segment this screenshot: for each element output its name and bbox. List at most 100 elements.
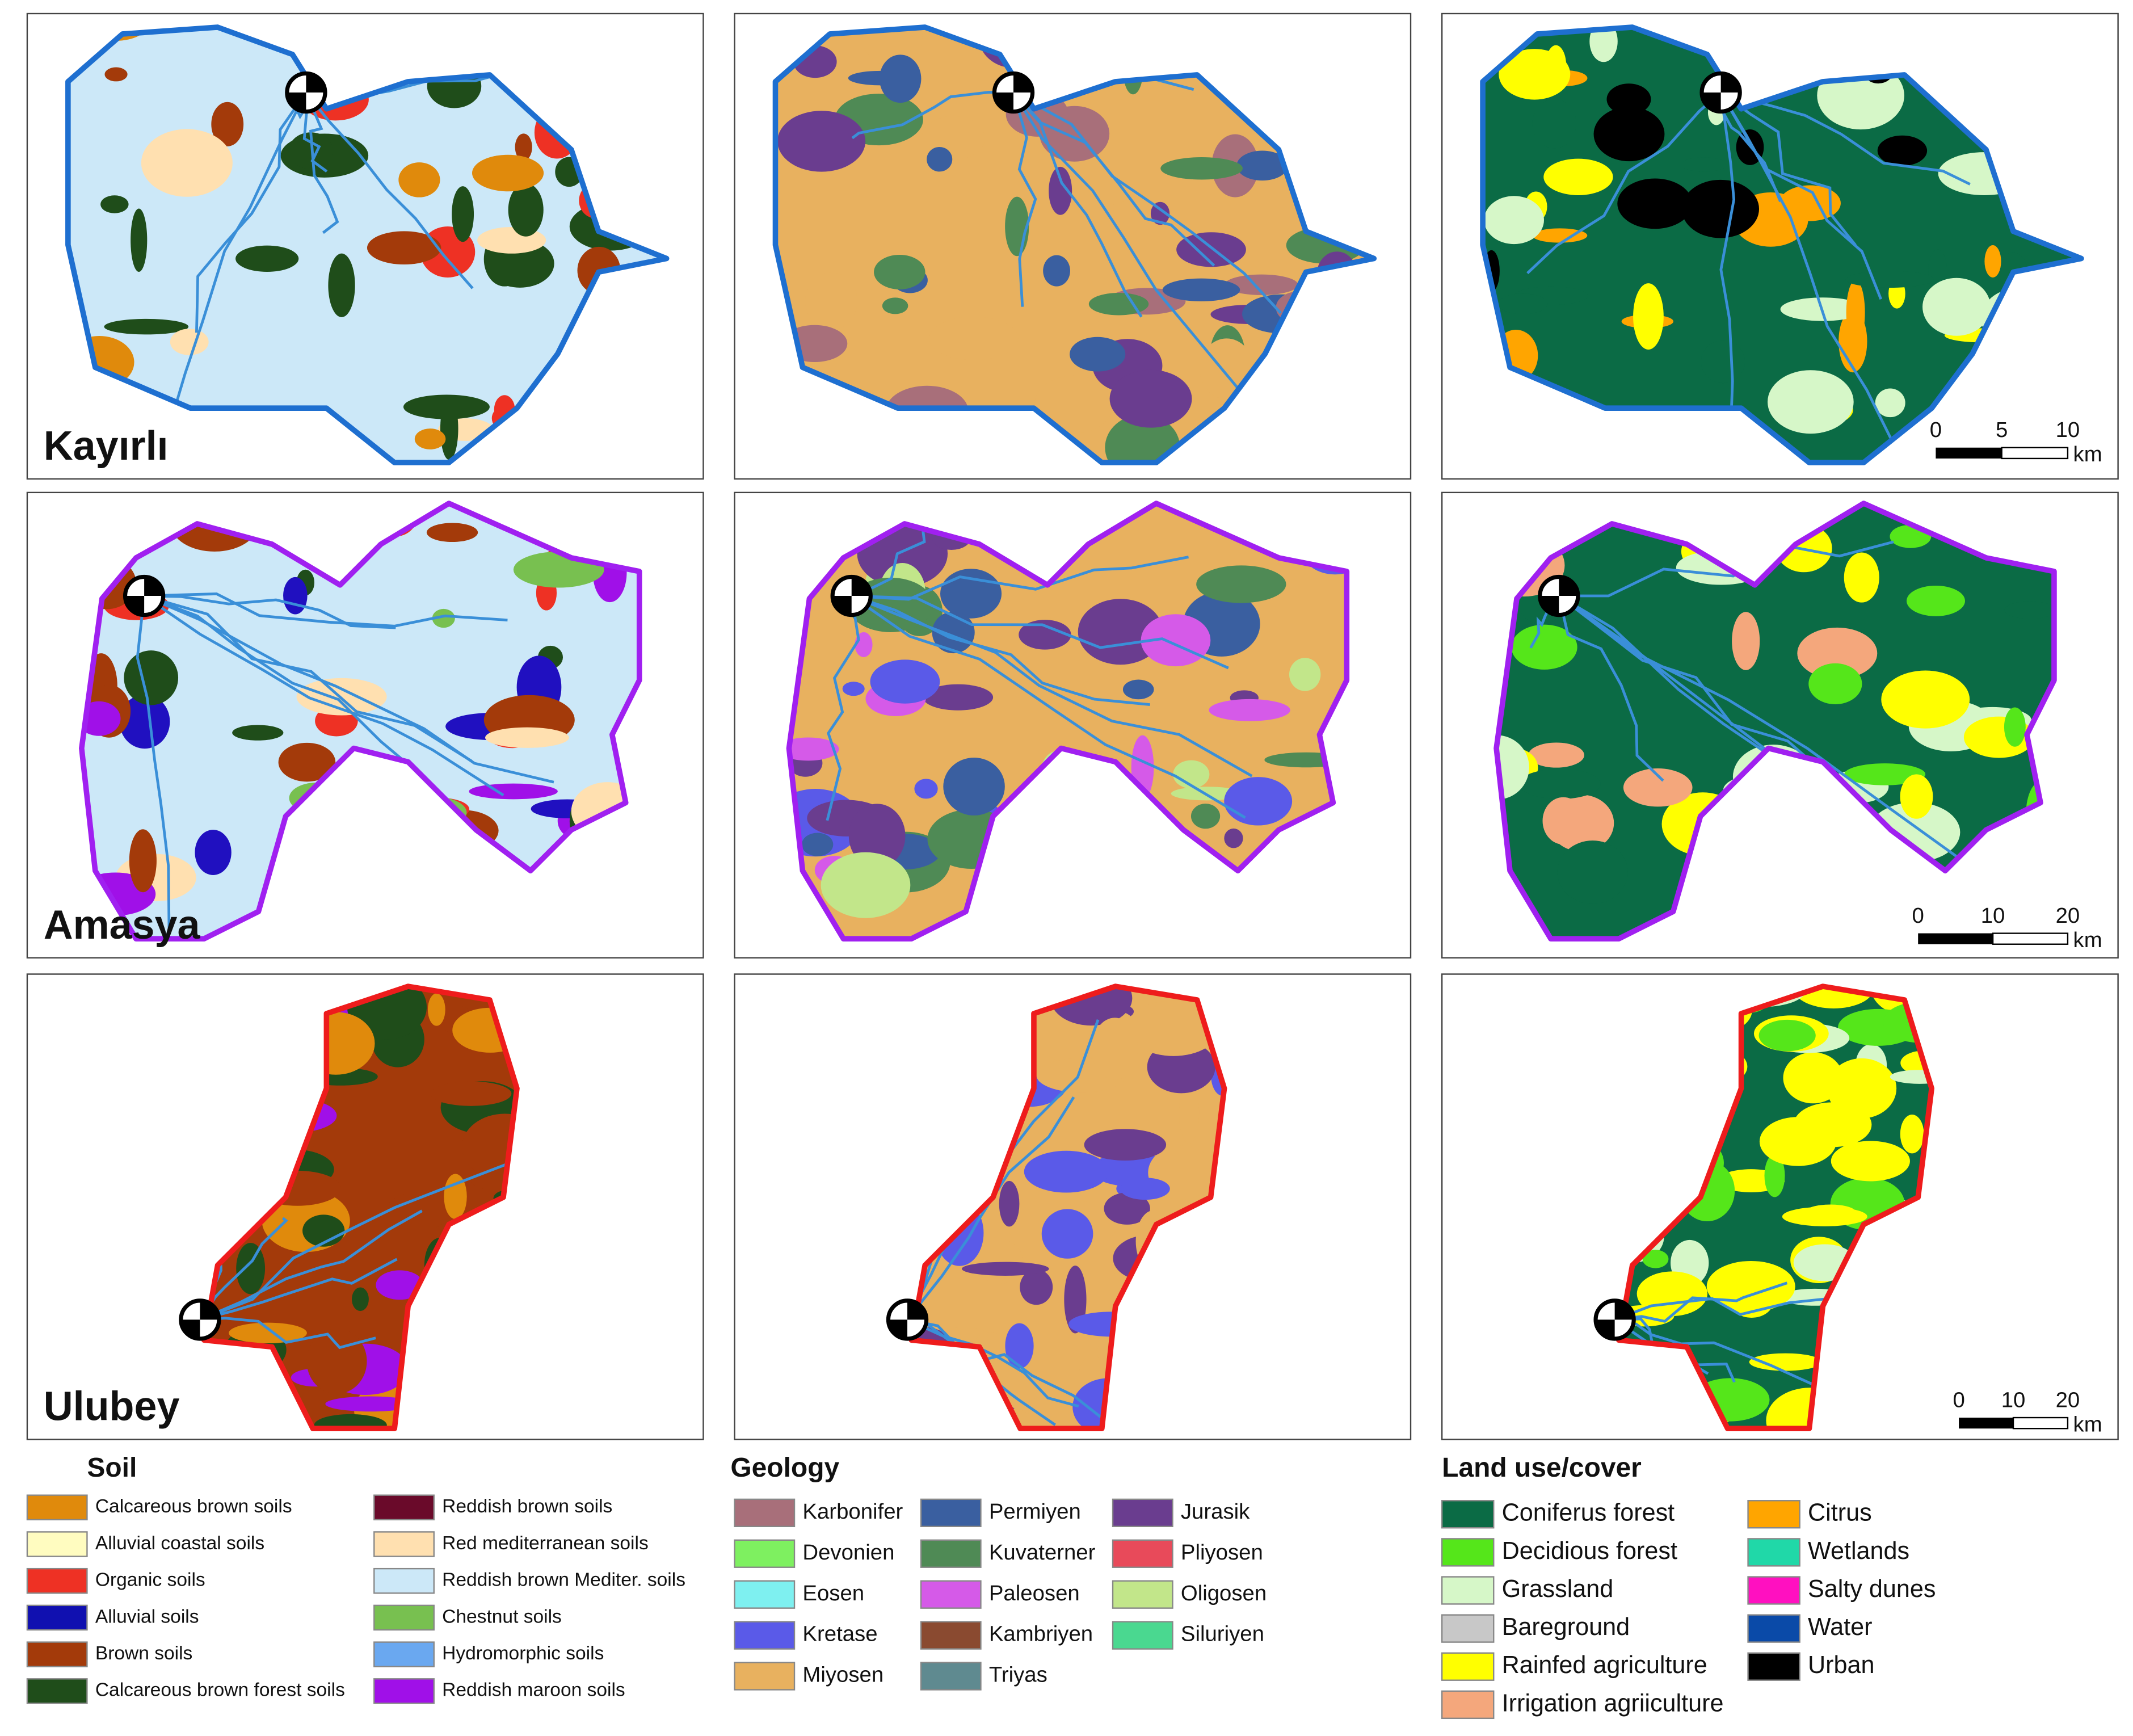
class-patch xyxy=(1196,565,1286,603)
river xyxy=(144,594,411,767)
class-patch xyxy=(452,186,474,242)
map-panel xyxy=(734,12,1412,480)
legend-label: Oligosen xyxy=(1181,1581,1267,1605)
scale-bar-white xyxy=(2001,447,2069,460)
class-patch xyxy=(1162,278,1240,302)
class-patch xyxy=(1070,337,1126,372)
legend-title: Geology xyxy=(730,1453,839,1483)
class-patch xyxy=(403,394,490,419)
class-patch xyxy=(1224,828,1243,848)
river xyxy=(1720,91,1857,246)
legend-label: Alluvial soils xyxy=(95,1606,199,1627)
legend: Geology Karbonifer Devonien Eosen Kretase Miy… xyxy=(730,1453,1267,1691)
class-patch xyxy=(1758,1019,1816,1052)
class-patch xyxy=(1225,274,1298,295)
class-patch xyxy=(1020,1269,1053,1305)
basin-outline xyxy=(65,24,670,465)
class-patch xyxy=(1049,166,1072,215)
river xyxy=(1012,91,1143,318)
class-patch xyxy=(1805,1204,1856,1220)
class-patch xyxy=(432,608,455,628)
river xyxy=(305,92,339,234)
class-patch xyxy=(789,737,839,761)
class-patch xyxy=(802,833,834,856)
class-patch xyxy=(2004,601,2054,619)
legend-label: Water xyxy=(1808,1613,1872,1641)
legend-label: Calcareous brown soils xyxy=(95,1496,292,1517)
outlet-marker xyxy=(1699,71,1742,114)
river xyxy=(144,594,554,784)
class-patch xyxy=(1900,774,1933,819)
class-patch xyxy=(1043,255,1070,287)
class-patch xyxy=(1543,158,1613,195)
legend-title: Land use/cover xyxy=(1442,1453,1642,1483)
legend-swatch xyxy=(1747,1538,1800,1567)
legend-title: Soil xyxy=(87,1453,137,1483)
river xyxy=(195,91,308,333)
class-patch xyxy=(462,1113,517,1180)
class-patch xyxy=(1681,157,1727,172)
basin-outline xyxy=(201,983,520,1431)
class-patch xyxy=(1922,278,1991,336)
legend-label: Karbonifer xyxy=(802,1499,903,1524)
river xyxy=(851,556,1189,601)
scale-label: 10 xyxy=(1981,903,2005,928)
basin-name: Kayırlı xyxy=(44,423,169,469)
map-panel xyxy=(26,491,704,959)
scale-label: 10 xyxy=(2001,1388,2026,1412)
legend-swatch xyxy=(26,1567,88,1594)
river xyxy=(826,595,860,821)
legend-label: Miyosen xyxy=(802,1663,884,1687)
river xyxy=(204,1209,423,1321)
river xyxy=(204,1317,376,1350)
class-patch xyxy=(100,195,129,213)
class-patch xyxy=(131,208,148,272)
outlet-marker xyxy=(886,1298,929,1341)
legend-swatch xyxy=(373,1604,435,1631)
class-patch xyxy=(232,725,284,741)
class-patch xyxy=(278,742,336,782)
legend-swatch xyxy=(373,1567,435,1594)
class-patch xyxy=(1074,185,1129,206)
legend-label: Wetlands xyxy=(1808,1537,1909,1565)
class-patch xyxy=(1209,699,1290,721)
class-patch xyxy=(485,727,569,748)
class-patch xyxy=(1176,232,1246,267)
class-patch xyxy=(929,317,1019,360)
scale-label: 0 xyxy=(1930,418,1942,442)
class-patch xyxy=(394,1069,423,1091)
legend-swatch xyxy=(734,1621,796,1650)
class-patch xyxy=(805,272,857,330)
river xyxy=(1719,92,1736,449)
class-patch xyxy=(1557,840,1628,904)
legend-swatch xyxy=(26,1678,88,1704)
class-patch xyxy=(1088,293,1149,316)
legend-label: Irrigation agriiculture xyxy=(1502,1689,1724,1717)
legend-swatch xyxy=(26,1494,88,1521)
class-patch xyxy=(1532,99,1576,149)
legend-swatch xyxy=(1441,1538,1495,1567)
class-patch xyxy=(195,830,232,875)
basin-outline xyxy=(79,501,642,941)
class-patch xyxy=(1623,768,1693,807)
legend-swatch xyxy=(920,1580,982,1609)
class-patch xyxy=(1768,370,1854,434)
class-patch xyxy=(283,577,308,615)
class-patch xyxy=(821,852,911,918)
legend-swatch xyxy=(734,1662,796,1691)
class-patch xyxy=(1844,763,1926,785)
legend-label: Brown soils xyxy=(95,1643,193,1664)
legend-label: Coniferus forest xyxy=(1502,1499,1675,1527)
class-patch xyxy=(923,684,994,711)
class-patch xyxy=(328,253,355,317)
legend-swatch xyxy=(1441,1576,1495,1605)
scale-label: 20 xyxy=(2056,1388,2080,1412)
river xyxy=(1526,91,1722,275)
legend-label: Hydromorphic soils xyxy=(442,1643,604,1664)
river xyxy=(144,592,508,628)
map-panel xyxy=(734,973,1412,1440)
class-patch xyxy=(1906,585,1965,616)
class-patch xyxy=(927,146,953,172)
class-patch xyxy=(1606,83,1651,115)
class-patch xyxy=(1190,804,1221,829)
